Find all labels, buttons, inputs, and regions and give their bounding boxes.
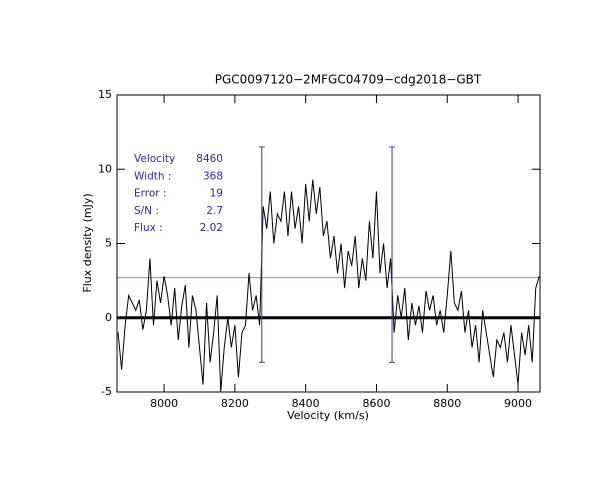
annotation-label: Flux :: [134, 222, 163, 234]
y-tick-label: 0: [105, 311, 112, 324]
y-tick-label: 5: [105, 237, 112, 250]
x-tick-label: 8200: [221, 397, 249, 410]
annotation-value: 8460: [196, 153, 223, 165]
x-tick-label: 8600: [362, 397, 390, 410]
annotation-label: Error :: [134, 188, 166, 200]
y-tick-label: 15: [98, 88, 112, 101]
annotation-value: 2.7: [206, 205, 223, 217]
x-tick-label: 9000: [504, 397, 532, 410]
annotation-value: 19: [210, 188, 223, 200]
spectrum-line: [117, 179, 540, 392]
x-tick-label: 8800: [433, 397, 461, 410]
annotation-label: Velocity: [134, 153, 175, 165]
y-axis-label: Flux density (mJy): [81, 193, 94, 292]
plot-frame: [116, 94, 541, 393]
y-tick-label: 10: [98, 162, 112, 175]
chart-title: PGC0097120−2MFGC04709−cdg2018−GBT: [215, 73, 482, 87]
annotation-label: S/N :: [134, 205, 159, 217]
x-tick-label: 8000: [150, 397, 178, 410]
annotation-label: Width :: [134, 170, 171, 182]
x-axis-label: Velocity (km/s): [287, 409, 369, 422]
y-tick-label: -5: [101, 385, 112, 398]
x-tick-label: 8400: [292, 397, 320, 410]
annotation-value: 368: [203, 170, 223, 182]
annotation-value: 2.02: [200, 222, 223, 234]
